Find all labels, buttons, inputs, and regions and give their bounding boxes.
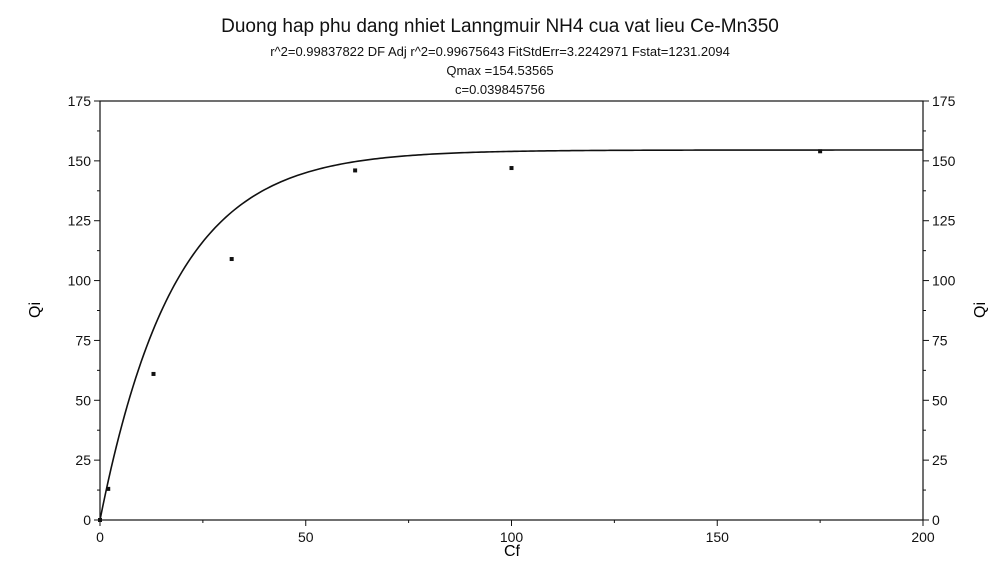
x-tick-label: 0 xyxy=(96,529,104,545)
y-tick-label-left: 100 xyxy=(68,273,92,289)
plot-border xyxy=(99,100,924,521)
chart-title: Duong hap phu dang nhiet Lanngmuir NH4 c… xyxy=(221,16,779,37)
x-tick-label: 100 xyxy=(500,529,524,545)
y-tick-label-left: 25 xyxy=(75,452,91,468)
y-axis-label-left: Qi xyxy=(27,302,44,318)
y-tick-label-right: 175 xyxy=(932,93,956,109)
x-axis-label: Cf xyxy=(504,543,521,560)
fit-curve-line xyxy=(99,149,923,521)
data-point xyxy=(509,166,514,171)
curve-layer xyxy=(99,149,923,521)
data-point xyxy=(106,486,111,491)
y-tick-label-right: 100 xyxy=(932,273,956,289)
axes-layer xyxy=(99,100,924,521)
y-tick-label-right: 50 xyxy=(932,392,948,408)
x-tick-label: 50 xyxy=(298,529,314,545)
y-tick-label-left: 175 xyxy=(68,93,92,109)
data-point xyxy=(353,168,358,173)
c-parameter-line: c=0.039845756 xyxy=(454,82,545,97)
y-tick-label-left: 75 xyxy=(75,332,91,348)
data-point xyxy=(229,257,234,262)
qmax-line: Qmax =154.53565 xyxy=(446,63,554,78)
y-tick-label-right: 125 xyxy=(932,213,956,229)
x-tick-label: 200 xyxy=(911,529,935,545)
points-layer xyxy=(98,149,823,522)
y-tick-label-left: 50 xyxy=(75,392,91,408)
y-tick-label-right: 0 xyxy=(932,512,940,528)
data-point xyxy=(98,518,102,522)
y-tick-label-right: 25 xyxy=(932,452,948,468)
y-tick-label-left: 150 xyxy=(68,153,92,169)
x-tick-label: 150 xyxy=(706,529,730,545)
y-tick-label-right: 75 xyxy=(932,332,948,348)
y-tick-label-left: 0 xyxy=(83,512,91,528)
fit-statistics-line: r^2=0.99837822 DF Adj r^2=0.99675643 Fit… xyxy=(270,44,730,59)
y-tick-label-left: 125 xyxy=(68,213,92,229)
y-tick-label-right: 150 xyxy=(932,153,956,169)
y-axis-label-right: Qi xyxy=(972,302,989,318)
data-point xyxy=(818,149,823,154)
data-point xyxy=(151,371,156,376)
